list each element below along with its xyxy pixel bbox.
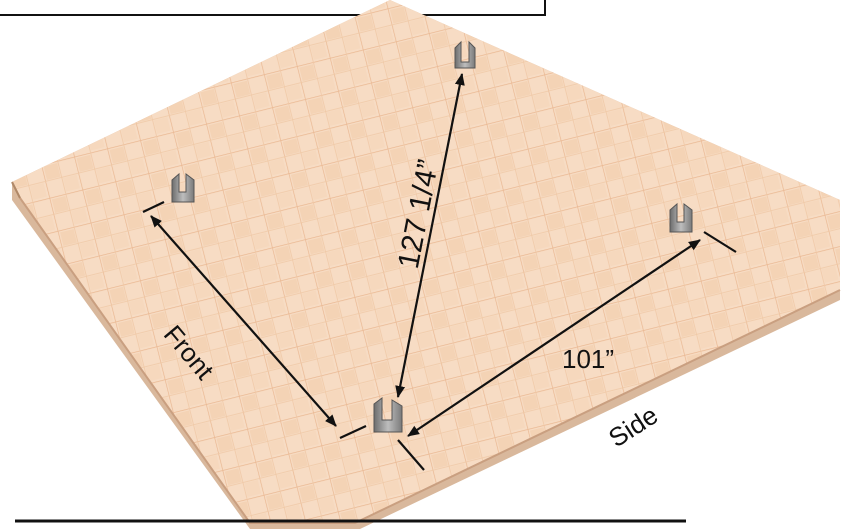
front-dimension-line: [150, 215, 337, 427]
bracket-icon: [454, 40, 476, 69]
top-caption-box: [0, 0, 546, 16]
bracket-icon: [669, 202, 693, 233]
side-tick-right: [703, 231, 737, 253]
side-measure-label: 101”: [562, 344, 614, 374]
dimension-lines: [142, 73, 737, 471]
side-dimension-line: [407, 239, 701, 437]
bracket-icon: [373, 397, 403, 433]
front-tick-top: [142, 201, 165, 213]
side-tick-left: [397, 439, 425, 471]
bracket-icon: [171, 172, 195, 203]
floor-slab: [11, 0, 841, 529]
front-tick-bottom: [339, 425, 367, 439]
